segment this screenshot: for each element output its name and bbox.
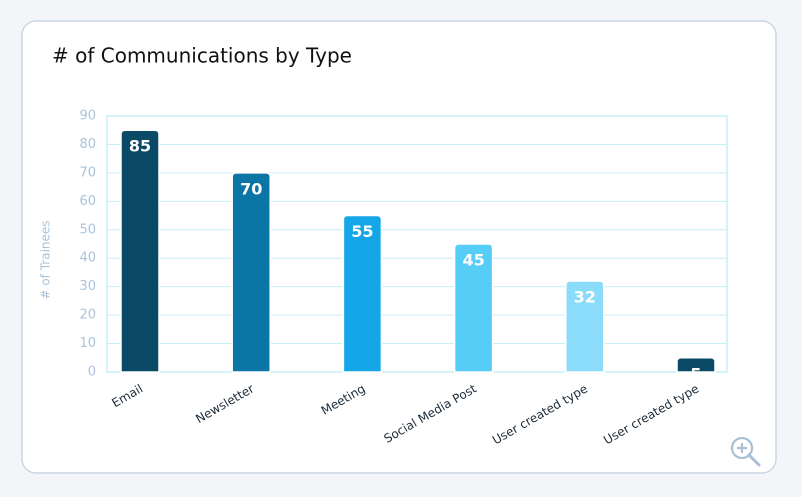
plot-area: 010203040506070809085Email70Newsletter55… [79,109,728,447]
plot-border [106,115,728,373]
y-axis-label: # of Trainees [39,220,53,299]
y-tick-label: 50 [79,222,96,237]
bar [342,214,383,373]
y-tick-label: 70 [79,165,96,180]
y-tick-label: 80 [79,137,96,152]
zoom-icon-handle [747,453,761,467]
y-tick-label: 20 [79,308,96,323]
bar [565,280,605,373]
y-tick-label: 40 [79,251,96,266]
y-tick-label: 0 [88,365,96,380]
value-label: 5 [690,364,701,383]
y-tick-label: 60 [79,194,96,209]
bar [676,357,716,373]
value-label: 70 [240,179,262,198]
zoom-icon-lens [730,436,754,460]
bar [120,129,160,373]
value-label: 32 [574,287,596,306]
bar [231,172,271,373]
value-label: 55 [351,222,373,241]
y-tick-label: 30 [79,279,96,294]
value-label: 45 [462,251,484,270]
value-label: 85 [129,137,151,156]
chart-title: # of Communications by Type [52,44,352,68]
bar [453,243,494,373]
zoom-button[interactable] [730,436,761,467]
y-tick-label: 90 [79,109,96,124]
y-tick-label: 10 [79,336,96,351]
